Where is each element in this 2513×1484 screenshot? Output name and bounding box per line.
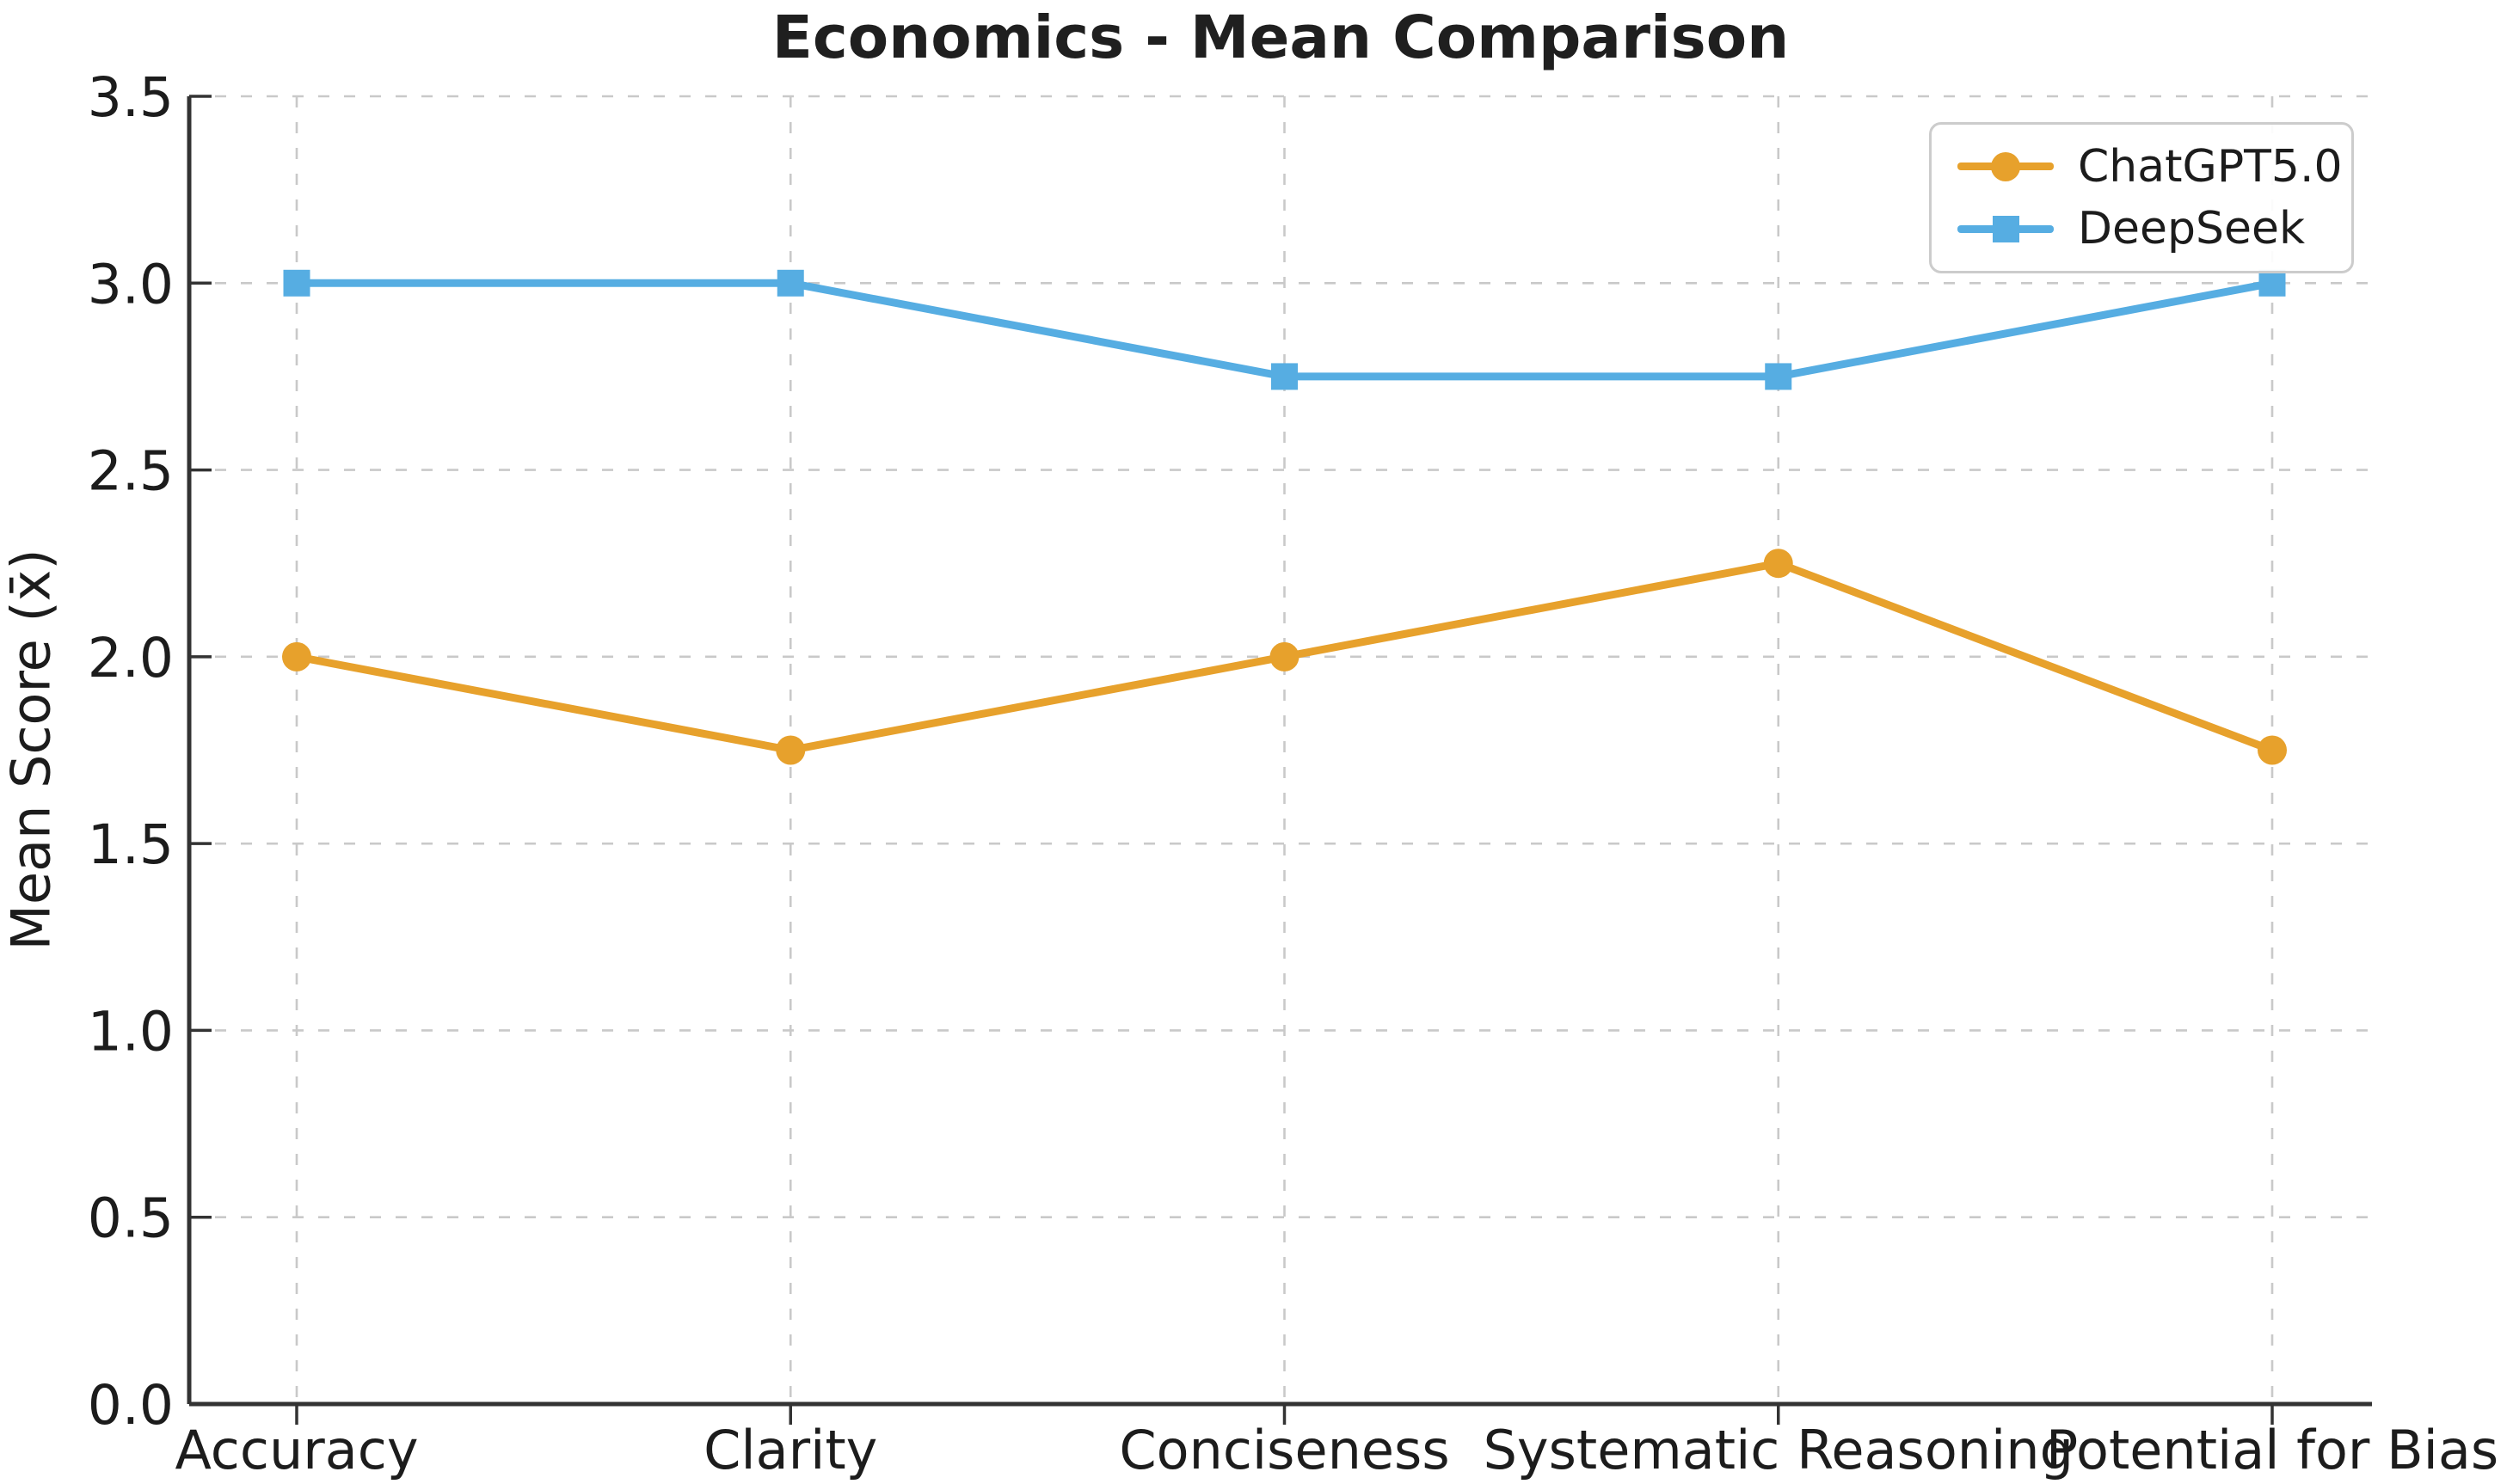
legend-swatch-circle-marker (1957, 150, 2054, 184)
gridlines (189, 95, 2372, 1406)
data-point-marker-chatgpt5.0 (2258, 735, 2287, 765)
y-tick-label: 1.0 (88, 1000, 174, 1063)
y-tick-label: 0.0 (88, 1374, 174, 1437)
y-tick-label: 3.5 (88, 66, 174, 129)
tick-marks (189, 95, 2274, 1425)
data-point-marker-chatgpt5.0 (776, 735, 806, 765)
data-point-marker-deepseek (2258, 269, 2286, 297)
x-tick-label: Conciseness (1119, 1419, 1449, 1481)
tick-labels: 0.0 0.5 1.0 1.5 2.0 2.5 3.0 3.5 Accuracy Clarity C… (88, 66, 2498, 1481)
circle-marker-icon (1991, 151, 2020, 181)
legend-item-chatgpt: ChatGPT5.0 (1957, 141, 2343, 193)
y-tick-label: 3.0 (88, 253, 174, 316)
axes-spines (187, 96, 2372, 1407)
y-tick-label: 0.5 (88, 1187, 174, 1250)
data-point-marker-deepseek (1271, 363, 1298, 390)
legend: ChatGPT5.0 DeepSeek (1929, 122, 2354, 273)
data-point-marker-chatgpt5.0 (282, 641, 311, 671)
square-marker-icon (1992, 215, 2019, 242)
x-tick-label: Systematic Reasoning (1484, 1419, 2074, 1481)
data-point-marker-deepseek (1765, 363, 1792, 390)
series-lines (282, 269, 2287, 765)
legend-label: ChatGPT5.0 (2078, 140, 2343, 193)
x-tick-label: Potential for Bias (2046, 1419, 2498, 1481)
chart-title: Economics - Mean Comparison (771, 3, 1790, 72)
legend-swatch-square-marker (1957, 212, 2054, 246)
data-point-marker-deepseek (777, 269, 804, 297)
data-point-marker-chatgpt5.0 (1269, 641, 1300, 671)
y-tick-label: 1.5 (88, 813, 174, 876)
legend-label: DeepSeek (2078, 203, 2306, 255)
y-tick-label: 2.5 (88, 440, 174, 503)
data-point-marker-deepseek (283, 269, 310, 297)
data-point-marker-chatgpt5.0 (1763, 549, 1793, 579)
x-tick-label: Accuracy (175, 1419, 418, 1481)
x-tick-label: Clarity (704, 1419, 877, 1481)
y-tick-label: 2.0 (88, 627, 174, 690)
legend-item-deepseek: DeepSeek (1957, 203, 2343, 254)
